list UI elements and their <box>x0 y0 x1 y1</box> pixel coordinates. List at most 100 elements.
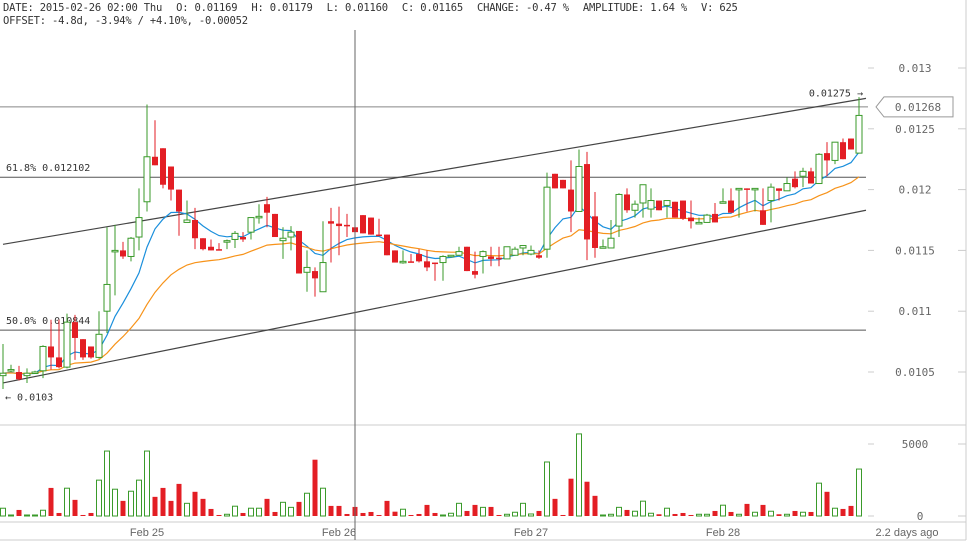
volume-bar <box>688 514 694 516</box>
volume-bar <box>808 511 814 516</box>
volume-bar <box>744 503 750 516</box>
candle <box>39 345 47 379</box>
fib-50-label: 50.0% 0.010844 <box>6 316 90 327</box>
volume-bar <box>536 510 542 516</box>
candle <box>287 226 295 251</box>
volume-bar <box>832 507 838 517</box>
volume-bar <box>552 498 558 516</box>
candle <box>615 193 623 238</box>
candle-body <box>72 322 78 338</box>
volume-bar <box>424 504 430 516</box>
candle-body <box>744 188 750 190</box>
candle-body <box>712 213 718 223</box>
volume-bar <box>736 513 742 517</box>
candle-body <box>479 251 487 257</box>
candle-body <box>424 261 430 268</box>
candle-body <box>264 204 270 213</box>
candle-body <box>31 371 39 374</box>
candle <box>319 221 327 293</box>
volume-bar <box>720 504 726 517</box>
volume-bar <box>608 513 614 517</box>
channel-upper-line <box>2 97 867 245</box>
candle <box>831 141 839 165</box>
date-axis: 2.2 days ago Feb 25 Feb 26 Feb 27 Feb 28 <box>130 527 939 539</box>
candle <box>639 184 647 218</box>
candle <box>312 267 318 297</box>
volume-bar <box>56 512 62 516</box>
amplitude-readout: AMPLITUDE: 1.64 % <box>582 2 687 14</box>
open-readout: O: 0.01169 <box>176 2 238 14</box>
candle <box>824 142 830 177</box>
candle-body <box>751 187 759 191</box>
candle <box>688 200 694 229</box>
change-readout: CHANGE: -0.47 % <box>477 2 569 14</box>
candle <box>432 262 438 281</box>
candle-body <box>247 217 255 233</box>
candle-body <box>647 200 655 210</box>
candle-body <box>312 271 318 279</box>
candle <box>336 206 342 256</box>
candle-body <box>472 271 478 275</box>
volume-bar <box>336 505 342 516</box>
candle <box>72 314 78 360</box>
volume-bar <box>184 502 190 517</box>
volume-bar <box>144 450 150 517</box>
candle <box>695 217 703 225</box>
volume-bar <box>168 500 174 516</box>
price-tick-label: 0.013 <box>898 62 931 75</box>
candle-body <box>776 188 782 191</box>
volume-tick-label: 0 <box>917 510 924 523</box>
volume-bar <box>472 504 478 516</box>
candle <box>272 213 278 238</box>
candle-body <box>95 333 103 358</box>
candle <box>255 204 263 224</box>
candle <box>0 344 7 390</box>
volume-bar <box>232 505 238 517</box>
candle-body <box>360 215 366 234</box>
candle-body <box>848 138 854 150</box>
candle-body <box>728 200 734 213</box>
candle-body <box>592 216 598 248</box>
volume-bar <box>248 507 254 517</box>
volume-bar <box>464 510 470 516</box>
volume-bar <box>112 488 118 517</box>
candle-body <box>103 283 111 312</box>
candle-body <box>607 237 615 249</box>
candle-body <box>855 114 863 154</box>
volume-bar <box>592 495 598 516</box>
price-tick-label: 0.011 <box>898 305 931 318</box>
candle <box>735 187 743 218</box>
volume-bar <box>504 513 510 517</box>
volume-bar <box>8 514 14 517</box>
candle <box>247 217 255 240</box>
volume-bar <box>456 502 462 517</box>
volume-bar <box>200 498 206 516</box>
overlay: 0.01268 <box>354 30 954 540</box>
candle <box>719 188 727 204</box>
candle <box>799 167 807 188</box>
candle <box>31 370 39 374</box>
volume-bar <box>256 507 262 517</box>
candle-body <box>16 372 22 380</box>
candle-body <box>783 183 791 192</box>
volume-bar <box>88 512 94 516</box>
candle-body <box>543 186 551 250</box>
candle-body <box>599 246 607 249</box>
candle <box>80 339 86 360</box>
candle <box>439 255 447 281</box>
candle-body <box>183 219 191 223</box>
candle <box>560 179 566 189</box>
candle <box>536 250 542 259</box>
candle-body <box>808 171 814 184</box>
candle <box>488 246 494 267</box>
candle-body <box>80 339 86 358</box>
candle <box>231 230 239 248</box>
candle-body <box>792 178 798 188</box>
candle <box>728 188 734 213</box>
candle-body <box>231 232 239 240</box>
volume-bar <box>824 491 830 516</box>
volume-bar <box>288 506 294 517</box>
volume-bar <box>584 481 590 516</box>
